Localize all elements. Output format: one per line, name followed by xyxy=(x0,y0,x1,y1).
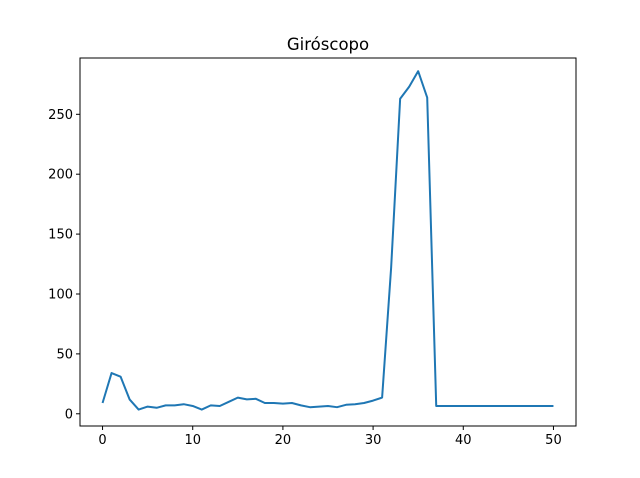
y-tick-label: 0 xyxy=(65,407,73,422)
y-axis: 0 50 100 150 200 250 xyxy=(48,108,80,422)
y-tick-label: 250 xyxy=(48,108,73,123)
chart-title: Giróscopo xyxy=(287,35,369,54)
series-line-0 xyxy=(101,70,554,411)
x-axis: 0 10 20 30 40 50 xyxy=(98,426,562,448)
y-tick-label: 100 xyxy=(48,287,73,302)
y-tick-label: 50 xyxy=(56,347,73,362)
x-tick-label: 30 xyxy=(365,433,382,448)
x-tick-label: 40 xyxy=(455,433,472,448)
x-tick-label: 50 xyxy=(545,433,562,448)
y-tick-label: 150 xyxy=(48,228,73,243)
y-tick-label: 200 xyxy=(48,168,73,183)
x-tick-label: 0 xyxy=(98,433,106,448)
plot-area-frame xyxy=(79,57,577,427)
x-tick-label: 10 xyxy=(184,433,201,448)
x-tick-label: 20 xyxy=(275,433,292,448)
